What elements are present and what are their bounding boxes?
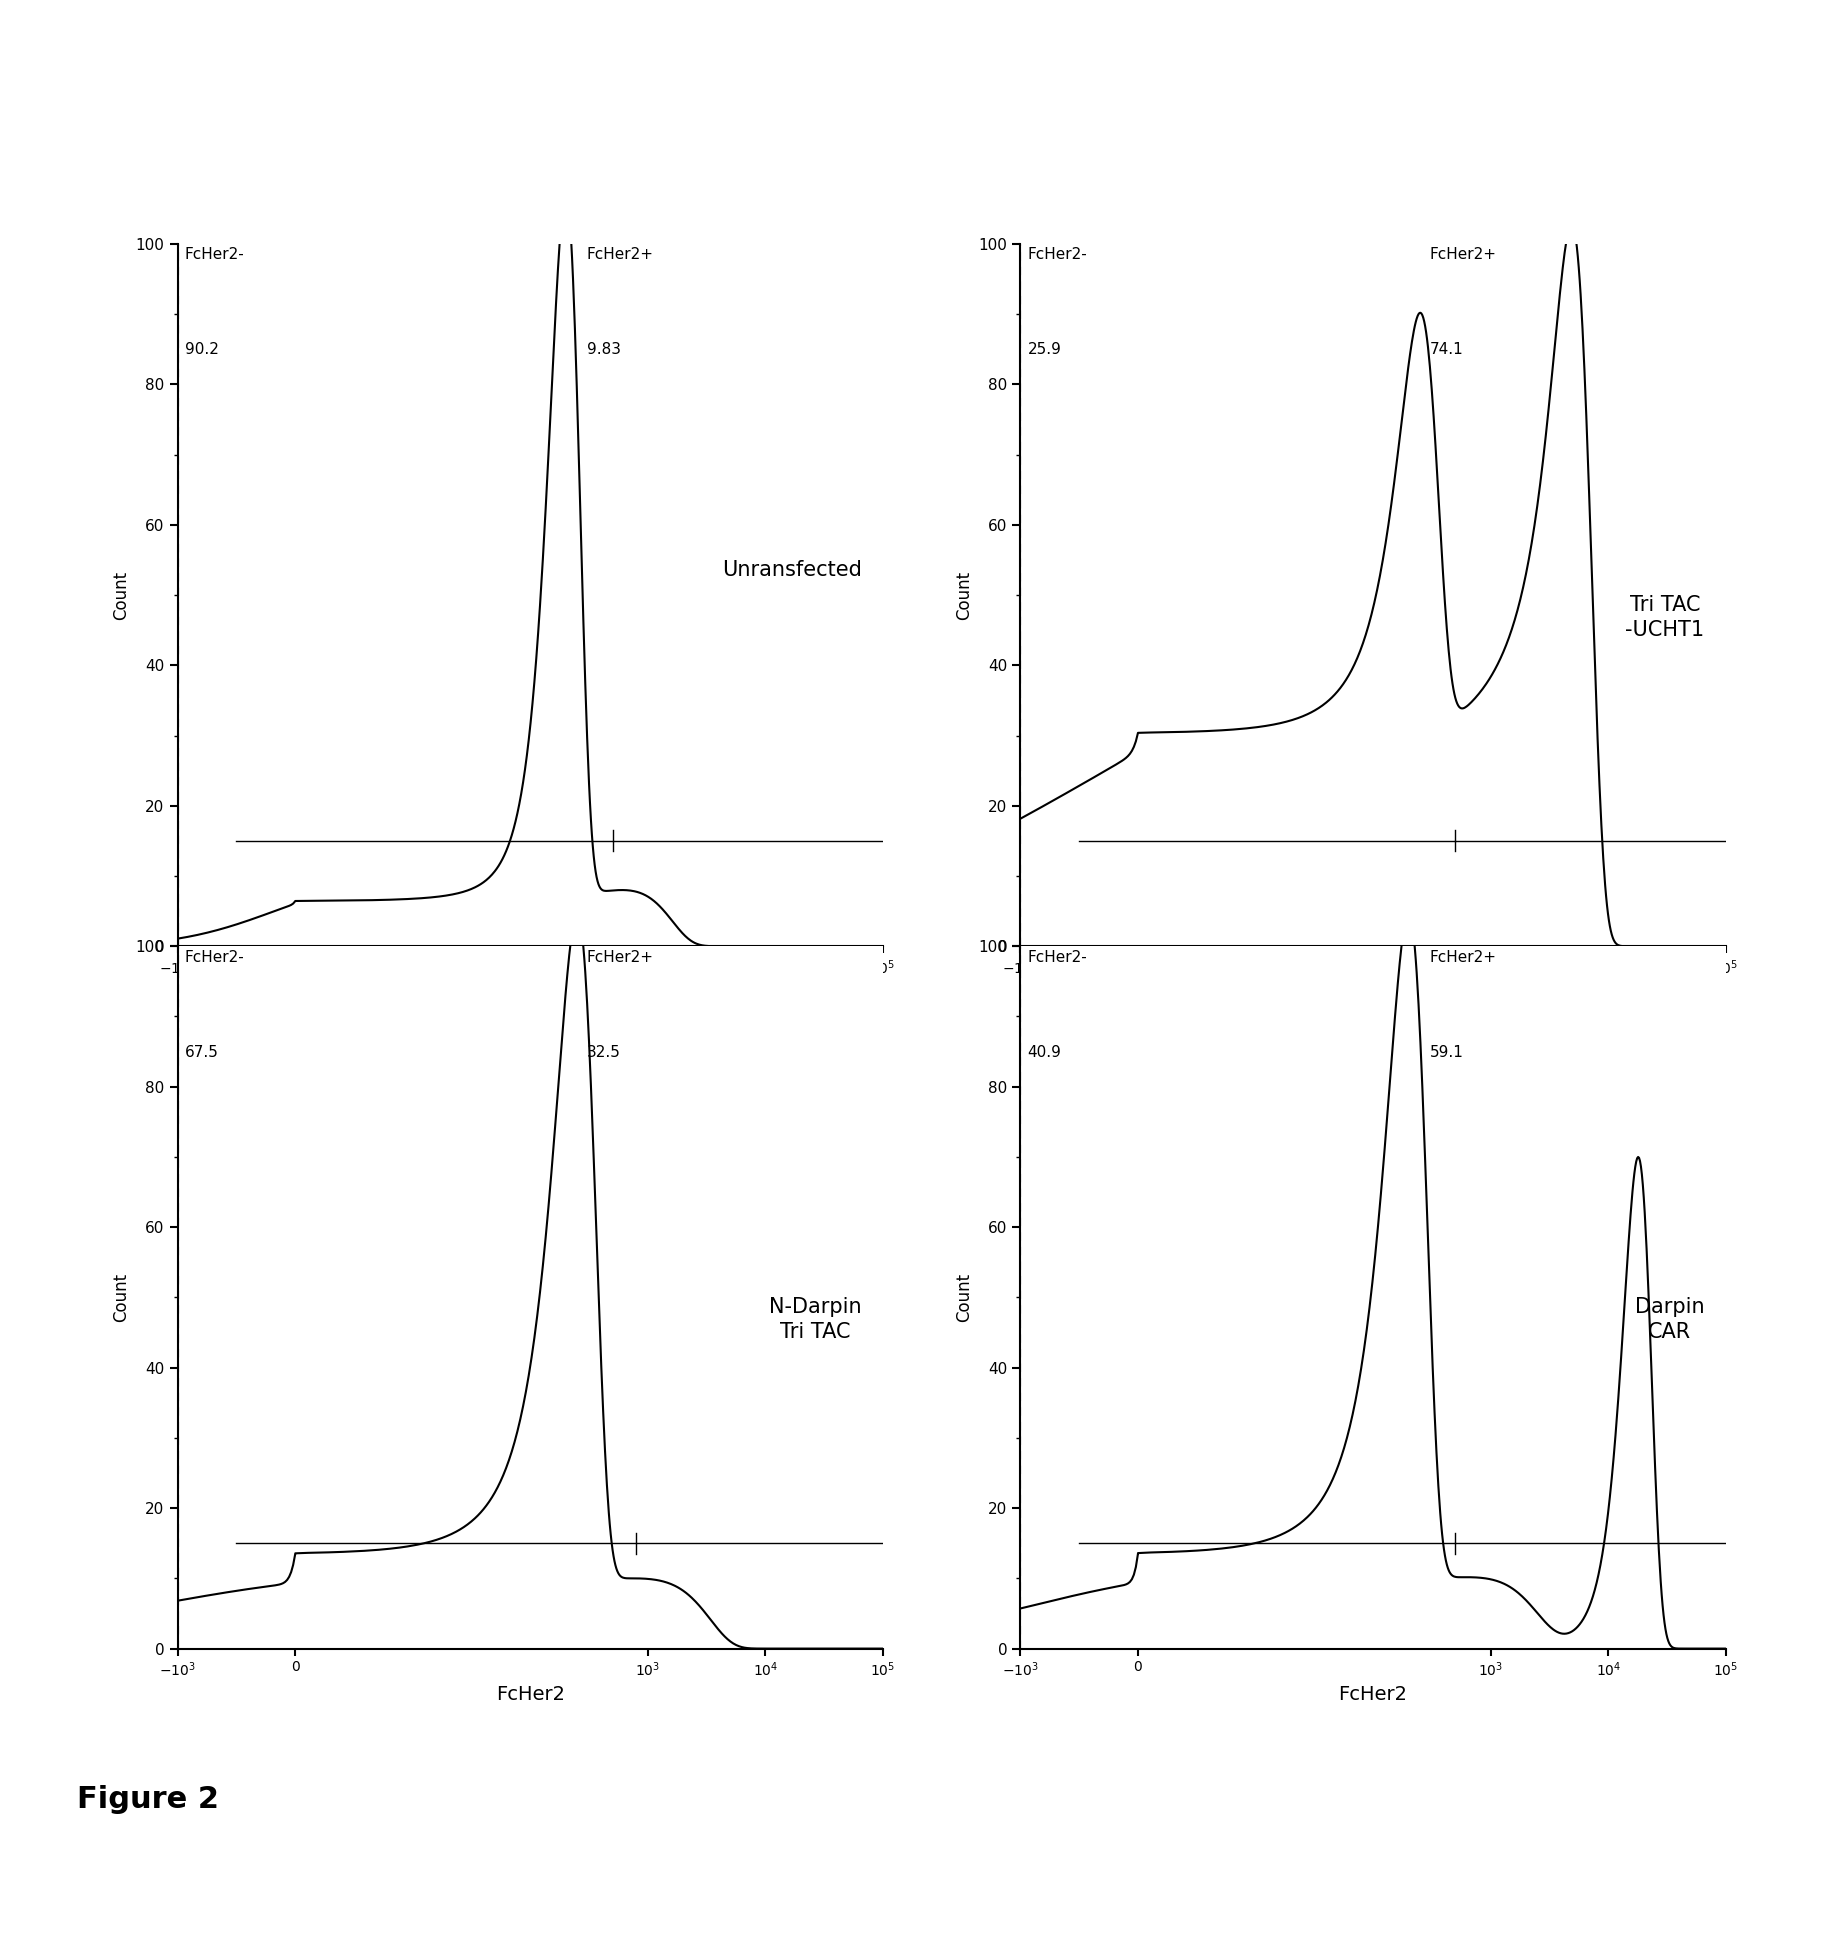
Text: FcHer2+: FcHer2+: [586, 248, 654, 261]
Text: 25.9: 25.9: [1028, 341, 1061, 357]
X-axis label: FcHer2: FcHer2: [496, 1684, 564, 1703]
Text: Figure 2: Figure 2: [77, 1785, 220, 1814]
Text: 90.2: 90.2: [185, 341, 218, 357]
X-axis label: FcHer2: FcHer2: [496, 981, 564, 1001]
Text: 67.5: 67.5: [185, 1044, 218, 1059]
Text: Tri TAC
-UCHT1: Tri TAC -UCHT1: [1625, 595, 1704, 640]
Text: Darpin
CAR: Darpin CAR: [1634, 1297, 1704, 1342]
Text: FcHer2+: FcHer2+: [586, 950, 654, 964]
Y-axis label: Count: Count: [954, 570, 973, 620]
Text: 40.9: 40.9: [1028, 1044, 1061, 1059]
Text: N-Darpin
Tri TAC: N-Darpin Tri TAC: [769, 1297, 861, 1342]
X-axis label: FcHer2: FcHer2: [1339, 981, 1407, 1001]
Text: FcHer2-: FcHer2-: [1028, 248, 1086, 261]
Y-axis label: Count: Count: [954, 1272, 973, 1323]
Text: FcHer2+: FcHer2+: [1429, 248, 1497, 261]
Y-axis label: Count: Count: [112, 1272, 130, 1323]
X-axis label: FcHer2: FcHer2: [1339, 1684, 1407, 1703]
Text: FcHer2-: FcHer2-: [185, 950, 244, 964]
Text: FcHer2-: FcHer2-: [185, 248, 244, 261]
Text: FcHer2-: FcHer2-: [1028, 950, 1086, 964]
Text: 9.83: 9.83: [586, 341, 621, 357]
Text: FcHer2+: FcHer2+: [1429, 950, 1497, 964]
Y-axis label: Count: Count: [112, 570, 130, 620]
Text: 74.1: 74.1: [1429, 341, 1464, 357]
Text: Unransfected: Unransfected: [722, 560, 861, 579]
Text: 32.5: 32.5: [586, 1044, 621, 1059]
Text: 59.1: 59.1: [1429, 1044, 1464, 1059]
